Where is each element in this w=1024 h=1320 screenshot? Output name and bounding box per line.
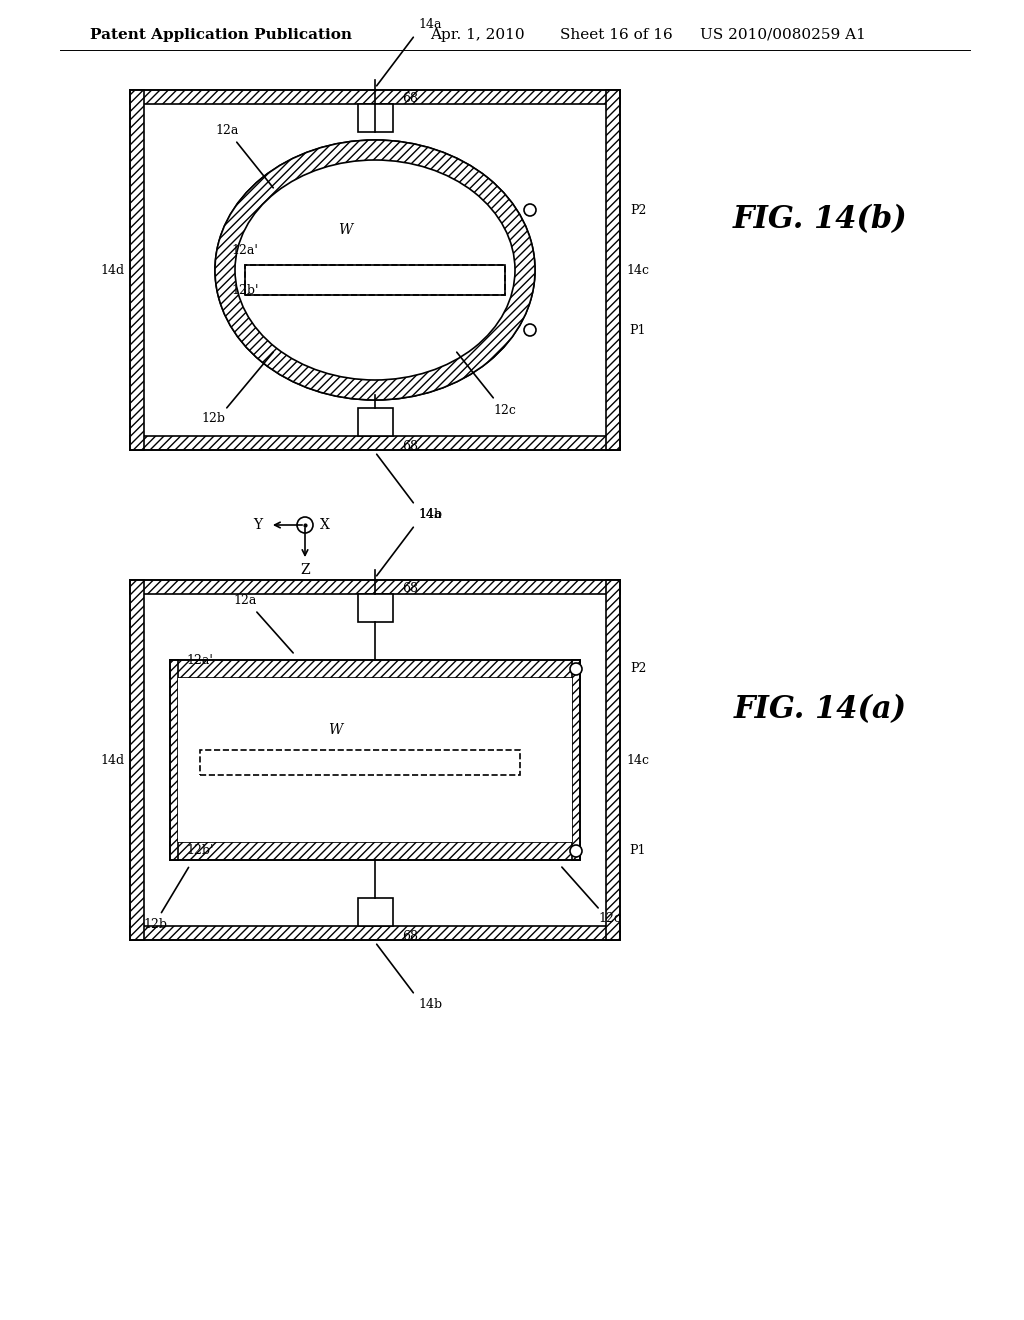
Circle shape	[570, 845, 582, 857]
Bar	[170, 842, 580, 861]
Circle shape	[524, 323, 536, 337]
Text: Patent Application Publication: Patent Application Publication	[90, 28, 352, 42]
Text: US 2010/0080259 A1: US 2010/0080259 A1	[700, 28, 866, 42]
Bar	[130, 90, 144, 450]
Text: 14b: 14b	[418, 998, 442, 1011]
Text: P2: P2	[630, 663, 646, 676]
Text: Apr. 1, 2010: Apr. 1, 2010	[430, 28, 524, 42]
Text: FIG. 14(b): FIG. 14(b)	[733, 205, 907, 235]
Bar	[245, 265, 505, 294]
Text: P2: P2	[630, 203, 646, 216]
Text: 14a: 14a	[418, 18, 441, 32]
Bar	[357, 408, 392, 436]
Text: 12b: 12b	[201, 412, 225, 425]
Text: 14c: 14c	[627, 754, 649, 767]
Bar	[357, 104, 392, 132]
Ellipse shape	[234, 160, 515, 380]
Text: FIG. 14(a): FIG. 14(a)	[733, 694, 906, 726]
Text: P1: P1	[630, 323, 646, 337]
Text: Z: Z	[300, 564, 310, 577]
Text: P1: P1	[630, 845, 646, 858]
Text: 12a: 12a	[215, 124, 239, 136]
Bar	[200, 750, 520, 775]
Text: 68: 68	[402, 929, 418, 942]
Bar	[130, 579, 144, 940]
Bar	[245, 265, 505, 294]
Circle shape	[570, 663, 582, 675]
Bar	[357, 594, 392, 622]
Text: 12a': 12a'	[186, 655, 213, 668]
Bar	[606, 579, 620, 940]
Ellipse shape	[215, 140, 535, 400]
Bar	[130, 436, 620, 450]
Text: 12a: 12a	[233, 594, 257, 606]
Bar	[130, 90, 620, 104]
Text: 14d: 14d	[100, 754, 124, 767]
Bar	[178, 678, 572, 842]
Bar	[130, 90, 620, 450]
Circle shape	[297, 517, 313, 533]
Text: Y: Y	[253, 517, 262, 532]
Text: X: X	[321, 517, 330, 532]
Bar	[606, 90, 620, 450]
Text: W: W	[328, 723, 342, 737]
Text: 68: 68	[402, 92, 418, 106]
Text: 12b': 12b'	[231, 284, 259, 297]
Bar	[170, 660, 580, 678]
Bar	[130, 927, 620, 940]
Bar	[170, 660, 178, 861]
Text: 68: 68	[402, 440, 418, 453]
Text: 14b: 14b	[418, 508, 442, 521]
Bar	[130, 579, 620, 940]
Text: W: W	[338, 223, 352, 238]
Text: Sheet 16 of 16: Sheet 16 of 16	[560, 28, 673, 42]
Text: 14c: 14c	[627, 264, 649, 276]
Text: 12b': 12b'	[186, 845, 214, 858]
Text: 14a: 14a	[418, 508, 441, 521]
Bar	[170, 660, 580, 861]
Text: 12a': 12a'	[231, 243, 258, 256]
Text: 68: 68	[402, 582, 418, 595]
Text: 12c: 12c	[494, 404, 516, 417]
Circle shape	[524, 205, 536, 216]
Text: 12b: 12b	[143, 919, 167, 932]
Bar	[130, 579, 620, 594]
Text: 12c: 12c	[599, 912, 622, 924]
Text: 14d: 14d	[100, 264, 124, 276]
Bar	[572, 660, 580, 861]
Bar	[357, 898, 392, 927]
